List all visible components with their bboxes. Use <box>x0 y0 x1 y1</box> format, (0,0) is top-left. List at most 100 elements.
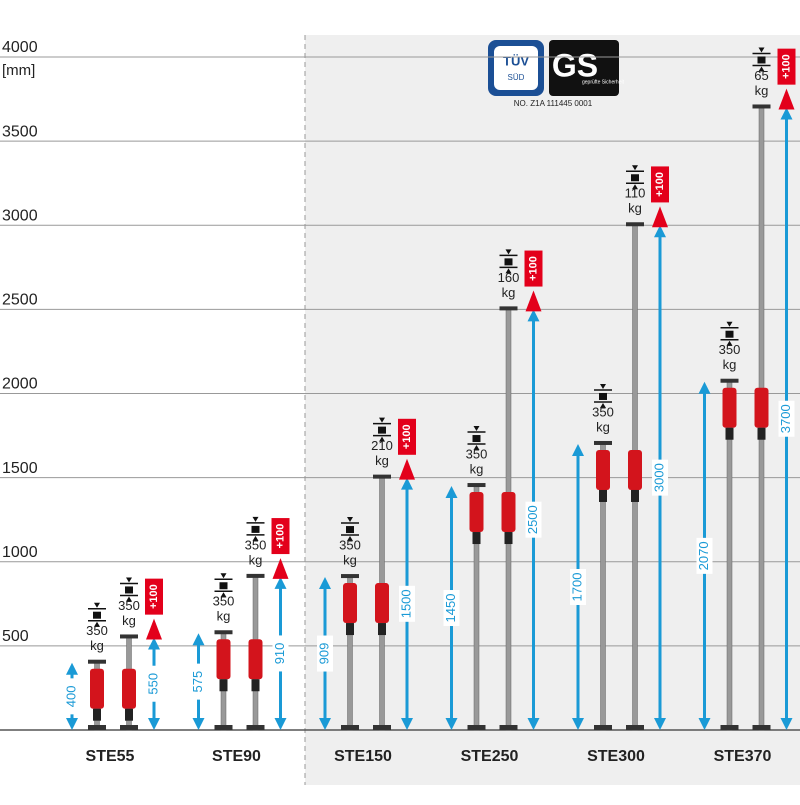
load-value: 350 <box>592 404 614 419</box>
load-value: 65 <box>754 68 768 83</box>
prop <box>88 659 106 731</box>
category-label: STE150 <box>334 748 392 765</box>
prop-cap <box>373 474 391 479</box>
arrow-label: 550 <box>145 673 160 695</box>
y-tick-label: 2000 <box>2 376 38 393</box>
load-icon <box>499 249 518 274</box>
prop-foot <box>373 725 391 730</box>
height-arrow: 910 <box>272 576 289 730</box>
prop-foot <box>499 725 518 730</box>
icon-weight <box>378 426 386 434</box>
icon-weight <box>219 582 228 590</box>
prop-foot <box>88 725 106 730</box>
category-label: STE370 <box>714 748 772 765</box>
prop-grip <box>504 532 513 545</box>
icon-arrow <box>126 577 132 602</box>
extension-head <box>399 458 415 480</box>
extension-box <box>271 518 290 555</box>
extension-box <box>145 578 163 615</box>
load-unit: kg <box>596 419 610 434</box>
arrow-head <box>274 718 287 730</box>
load-value: 210 <box>371 438 393 453</box>
arrow-label: 909 <box>316 643 331 665</box>
category-label: STE90 <box>212 748 261 765</box>
arrow-head <box>401 477 413 490</box>
load-unit: kg <box>249 552 263 567</box>
height-arrow: 400 <box>63 662 80 730</box>
prop-cap <box>246 573 265 578</box>
arrow-label-bg <box>399 585 415 622</box>
icon-arrow <box>473 426 480 451</box>
arrow-head <box>527 718 540 730</box>
arrow-label-bg <box>190 663 207 700</box>
sud-text: SÜD <box>508 73 525 82</box>
arrow-label: 3000 <box>651 463 666 492</box>
y-tick-label: 2500 <box>2 292 38 309</box>
prop <box>120 634 138 731</box>
load-icon <box>626 165 644 190</box>
prop-cap <box>467 483 486 488</box>
arrow-label-bg <box>146 665 162 702</box>
load-icon <box>246 516 265 541</box>
arrow-label-bg <box>525 501 542 538</box>
prop-grip <box>599 489 607 502</box>
arrow-head <box>445 486 458 499</box>
prop-handle <box>722 387 737 428</box>
arrow-label: 3700 <box>778 404 793 433</box>
prop-cap <box>341 574 359 579</box>
prop <box>373 474 391 731</box>
extension-label: +100 <box>148 584 160 609</box>
y-tick-label: 3000 <box>2 207 38 224</box>
prop-foot <box>214 725 233 730</box>
load-value: 110 <box>625 186 646 201</box>
prop <box>341 574 359 731</box>
extension-label: +100 <box>401 424 413 449</box>
prop-cap <box>120 634 138 639</box>
load-icon <box>373 417 391 442</box>
prop-handle <box>122 668 136 709</box>
y-tick-label: 1500 <box>2 460 38 477</box>
arrow-label-bg <box>570 568 586 605</box>
load-icon <box>594 383 612 408</box>
icon-weight <box>725 330 734 338</box>
prop-foot <box>341 725 359 730</box>
category-label: STE250 <box>461 748 519 765</box>
load-unit: kg <box>755 83 769 98</box>
gs-text: GS <box>552 47 598 83</box>
prop-cap <box>499 306 518 311</box>
prop-grip <box>346 623 354 636</box>
arrow-head <box>401 718 413 730</box>
prop-cap <box>214 630 233 635</box>
prop-grip <box>251 679 260 692</box>
y-unit: [mm] <box>2 62 35 79</box>
prop-cap <box>720 378 739 383</box>
arrow-label: 1700 <box>569 573 584 602</box>
height-arrow: 1700 <box>569 443 586 730</box>
arrow-label: 2500 <box>525 505 540 534</box>
load-value: 350 <box>213 594 235 609</box>
load-icon <box>752 47 771 72</box>
y-tick-label: 500 <box>2 628 29 645</box>
icon-weight <box>93 611 101 619</box>
prop <box>752 104 771 731</box>
extension-box <box>398 418 416 455</box>
prop-handle <box>90 668 104 709</box>
arrow-head <box>148 718 160 730</box>
cert-number: NO. Z1A 111445 0001 <box>514 99 593 108</box>
load-value: 350 <box>719 342 741 357</box>
load-unit: kg <box>502 285 516 300</box>
arrow-label-bg <box>778 400 795 437</box>
load-icon <box>467 426 486 451</box>
prop-grip <box>472 532 481 545</box>
prop-foot <box>467 725 486 730</box>
extension-label: +100 <box>274 524 286 549</box>
arrow-label-bg <box>652 459 668 496</box>
height-arrow: 575 <box>190 633 207 730</box>
arrow-head <box>780 107 793 120</box>
arrow-head <box>192 633 205 646</box>
prop <box>626 222 644 731</box>
arrow-head <box>445 718 458 730</box>
arrow-head <box>654 225 666 238</box>
